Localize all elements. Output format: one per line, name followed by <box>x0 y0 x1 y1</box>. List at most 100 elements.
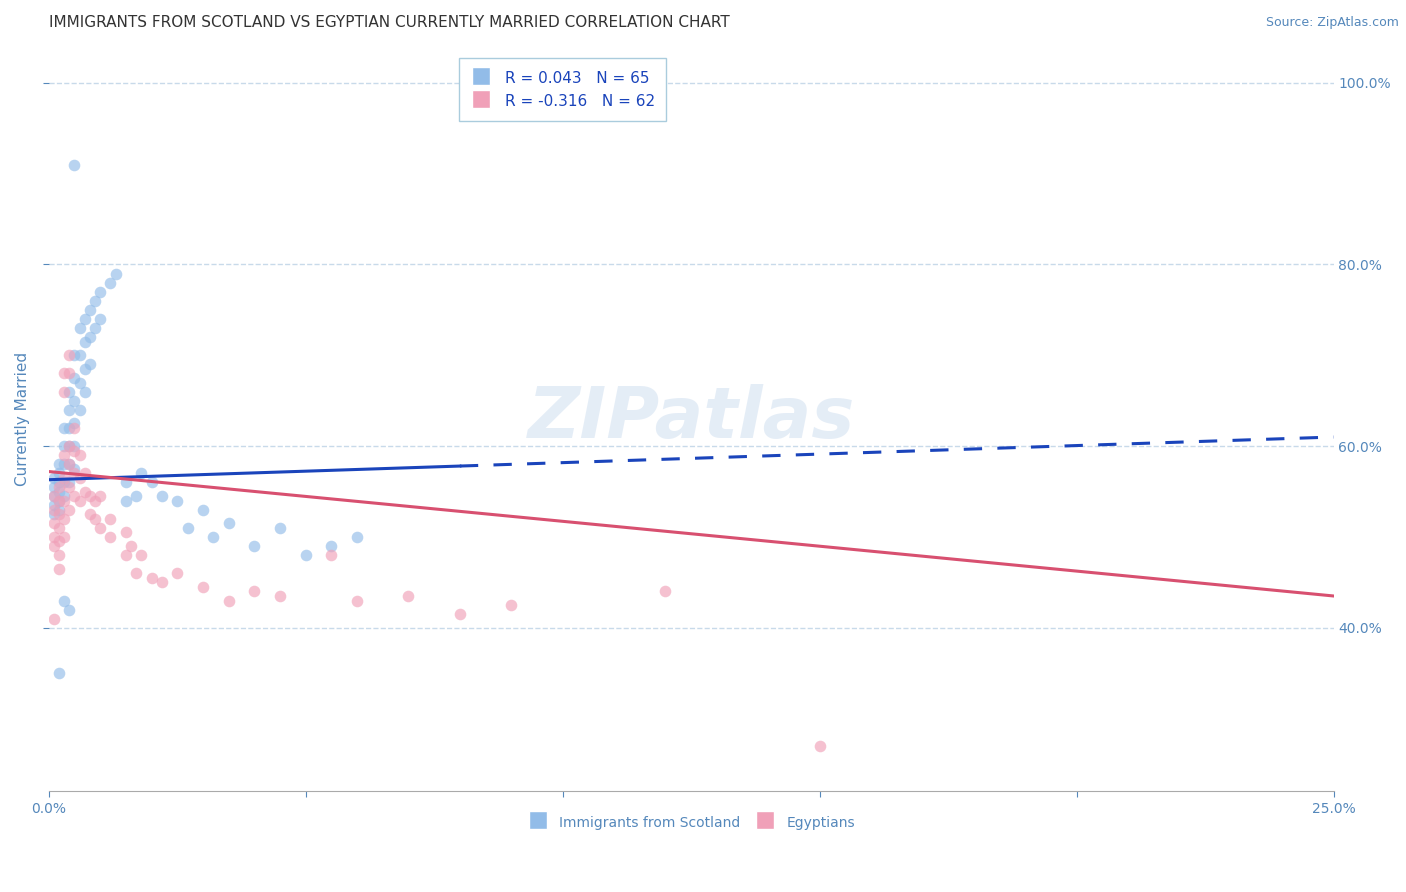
Point <box>191 580 214 594</box>
Point <box>53 593 76 607</box>
Point <box>166 566 188 581</box>
Point <box>53 421 76 435</box>
Point <box>73 362 96 376</box>
Point <box>53 512 76 526</box>
Point <box>42 612 65 626</box>
Point <box>58 402 80 417</box>
Point <box>73 467 96 481</box>
Point <box>69 448 91 462</box>
Point <box>53 475 76 490</box>
Point <box>58 421 80 435</box>
Point <box>63 348 86 362</box>
Point <box>63 467 86 481</box>
Point <box>63 421 86 435</box>
Point <box>48 521 70 535</box>
Point <box>48 493 70 508</box>
Point <box>89 312 111 326</box>
Point <box>125 489 148 503</box>
Point <box>449 607 471 622</box>
Point <box>141 571 163 585</box>
Point <box>100 530 122 544</box>
Point <box>48 484 70 499</box>
Point <box>53 448 76 462</box>
Legend: Immigrants from Scotland, Egyptians: Immigrants from Scotland, Egyptians <box>522 808 860 837</box>
Point <box>114 493 136 508</box>
Point <box>202 530 225 544</box>
Point <box>346 530 368 544</box>
Point <box>63 393 86 408</box>
Point <box>48 502 70 516</box>
Point <box>58 384 80 399</box>
Point <box>89 521 111 535</box>
Point <box>53 439 76 453</box>
Point <box>73 312 96 326</box>
Point <box>84 512 107 526</box>
Point <box>63 371 86 385</box>
Point <box>808 739 831 753</box>
Point <box>79 507 101 521</box>
Point <box>42 498 65 512</box>
Point <box>42 489 65 503</box>
Point <box>58 457 80 471</box>
Point <box>243 584 266 599</box>
Point <box>398 589 420 603</box>
Point <box>114 525 136 540</box>
Point <box>42 507 65 521</box>
Point <box>63 462 86 476</box>
Point <box>48 548 70 562</box>
Point <box>63 489 86 503</box>
Point <box>63 417 86 431</box>
Point <box>42 516 65 531</box>
Text: ZIPatlas: ZIPatlas <box>527 384 855 453</box>
Point <box>48 480 70 494</box>
Point <box>269 521 291 535</box>
Point <box>191 502 214 516</box>
Point <box>79 330 101 344</box>
Point <box>58 457 80 471</box>
Text: Source: ZipAtlas.com: Source: ZipAtlas.com <box>1265 16 1399 29</box>
Point <box>69 348 91 362</box>
Point <box>53 489 76 503</box>
Point <box>176 521 198 535</box>
Point <box>42 471 65 485</box>
Point <box>53 530 76 544</box>
Point <box>48 475 70 490</box>
Point <box>42 539 65 553</box>
Point <box>321 548 343 562</box>
Point <box>58 475 80 490</box>
Point <box>58 367 80 381</box>
Point <box>53 384 76 399</box>
Point <box>58 602 80 616</box>
Point <box>48 666 70 681</box>
Point <box>141 475 163 490</box>
Point <box>100 512 122 526</box>
Point <box>48 562 70 576</box>
Point <box>79 489 101 503</box>
Point <box>48 493 70 508</box>
Point <box>69 493 91 508</box>
Point <box>114 475 136 490</box>
Point <box>79 357 101 371</box>
Point <box>321 539 343 553</box>
Point <box>73 334 96 349</box>
Point <box>89 285 111 299</box>
Point <box>218 593 240 607</box>
Point <box>243 539 266 553</box>
Point <box>84 493 107 508</box>
Point <box>114 548 136 562</box>
Point <box>69 402 91 417</box>
Point <box>63 439 86 453</box>
Point <box>42 502 65 516</box>
Point <box>58 502 80 516</box>
Point <box>89 489 111 503</box>
Point <box>346 593 368 607</box>
Point <box>69 321 91 335</box>
Point <box>79 302 101 317</box>
Point <box>53 471 76 485</box>
Point <box>58 439 80 453</box>
Point <box>53 493 76 508</box>
Point <box>42 530 65 544</box>
Point <box>63 157 86 171</box>
Point <box>129 467 152 481</box>
Point <box>53 457 76 471</box>
